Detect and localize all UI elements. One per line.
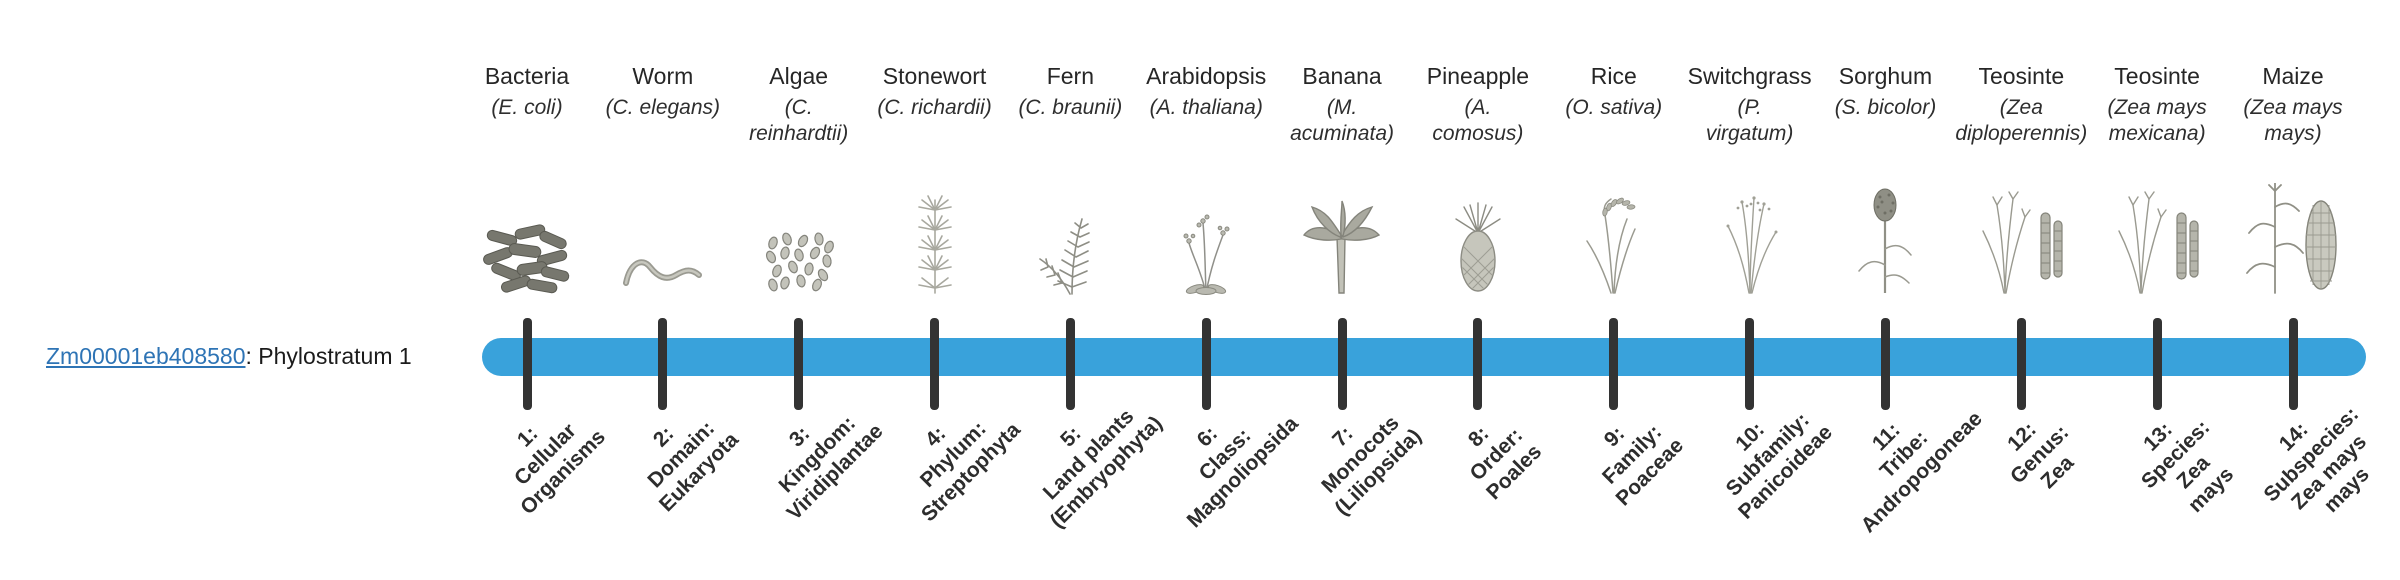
stratum-label-10: 10: Subfamily: Panicoideae [1722, 408, 1838, 524]
organism-scientific-name: (S. bicolor) [1834, 96, 1937, 119]
organism-scientific-name: (M. acuminata) [1290, 96, 1394, 145]
phylostratum-tick-10 [1745, 318, 1755, 410]
organism-name: Rice [1590, 63, 1637, 89]
organism-scientific-name: (Zea mays mays) [2243, 96, 2343, 145]
organism-column-switchgrass-10: Switchgrass (P. virgatum) [1681, 62, 1819, 295]
organism-name: Fern [1046, 63, 1095, 89]
pineapple-icon [1409, 163, 1547, 295]
organism-column-worm-2: Worm (C. elegans) [594, 62, 732, 295]
phylostratum-tick-5 [1065, 318, 1075, 410]
organism-scientific-name: (A. thaliana) [1149, 96, 1263, 119]
stratum-label-14: 14: Subspecies: Zea mays mays [2259, 402, 2374, 517]
organism-column-teosinte-12: Teosinte (Zea diploperennis) [1952, 62, 2090, 295]
organism-name: Teosinte [1978, 63, 2065, 89]
organism-scientific-name: (C. richardii) [877, 96, 992, 119]
organism-name: Pineapple [1426, 63, 1530, 89]
organism-column-algae-3: Algae (C. reinhardtii) [730, 62, 868, 295]
stratum-label-8: 8: Order: Poales [1464, 422, 1547, 505]
phylostratum-tick-2 [658, 318, 668, 410]
gene-id-link[interactable]: Zm00001eb408580 [46, 343, 246, 369]
organism-name: Bacteria [484, 63, 570, 89]
stratum-label-13: 13: Species: Zea mays [2136, 415, 2239, 518]
worm-icon [594, 163, 732, 295]
organism-name: Worm [632, 63, 694, 89]
algae-icon [730, 163, 868, 295]
stratum-label-2: 2: Domain: Eukaryota [643, 416, 744, 517]
organism-name: Switchgrass [1687, 63, 1812, 89]
phylostratum-tick-3 [794, 318, 804, 410]
phylostratum-tick-14 [2288, 318, 2298, 410]
organism-scientific-name: (C. braunii) [1018, 96, 1123, 119]
organism-column-fern-5: Fern (C. braunii) [1001, 62, 1139, 295]
phylostratum-tick-1 [522, 318, 532, 410]
stratum-label-12: 12: Genus: Zea [2003, 417, 2079, 494]
phylostratum-tick-6 [1201, 318, 1211, 410]
gene-stratum-text: : Phylostratum 1 [245, 343, 412, 369]
organism-column-pineapple-8: Pineapple (A. comosus) [1409, 62, 1547, 295]
organism-name: Maize [2262, 63, 2324, 89]
stratum-label-11: 11: Tribe: Andropogoneae [1856, 407, 1987, 538]
fern-icon [1001, 163, 1139, 295]
organism-column-teosinte-13: Teosinte (Zea mays mexicana) [2088, 62, 2226, 295]
phylostratum-tick-9 [1609, 318, 1619, 410]
organism-column-sorghum-11: Sorghum (S. bicolor) [1816, 62, 1954, 295]
organism-name: Sorghum [1838, 63, 1933, 89]
stratum-label-1: 1: Cellular Organisms [510, 419, 611, 520]
arabidopsis-icon [1137, 163, 1275, 295]
organism-column-maize-14: Maize (Zea mays mays) [2224, 62, 2362, 295]
organism-column-bacteria-1: Bacteria (E. coli) [458, 62, 596, 295]
organism-name: Stonewort [882, 63, 987, 89]
maize-icon [2224, 163, 2362, 295]
organism-column-stonewort-4: Stonewort (C. richardii) [866, 62, 1004, 295]
organism-scientific-name: (C. reinhardtii) [749, 96, 849, 145]
organism-scientific-name: (P. virgatum) [1705, 96, 1794, 145]
organism-column-rice-9: Rice (O. sativa) [1545, 62, 1683, 295]
organism-column-banana-7: Banana (M. acuminata) [1273, 62, 1411, 295]
gene-label: Zm00001eb408580: Phylostratum 1 [46, 343, 412, 370]
phylostratum-tick-11 [1880, 318, 1890, 410]
switchgrass-icon [1681, 163, 1819, 295]
stratum-label-4: 4: Phylum: Streptophyta [915, 417, 1025, 527]
phylostratum-tick-7 [1337, 318, 1347, 410]
organism-scientific-name: (Zea diploperennis) [1955, 96, 2088, 145]
sorghum-icon [1816, 163, 1954, 295]
phylostratum-bar [482, 338, 2366, 376]
stratum-label-7: 7: Monocots (Liliopsida) [1317, 411, 1426, 520]
organism-scientific-name: (C. elegans) [605, 96, 721, 119]
banana-icon [1273, 163, 1411, 295]
stonewort-icon [866, 163, 1004, 295]
rice-icon [1545, 163, 1683, 295]
organism-name: Algae [769, 63, 829, 89]
organism-column-arabidopsis-6: Arabidopsis (A. thaliana) [1137, 62, 1275, 295]
organism-name: Arabidopsis [1146, 63, 1267, 89]
phylostratum-tick-8 [1473, 318, 1483, 410]
stratum-label-5: 5: Land plants (Embryophyta) [1039, 404, 1168, 533]
organism-scientific-name: (O. sativa) [1565, 96, 1663, 119]
phylostratum-tick-13 [2152, 318, 2162, 410]
organism-scientific-name: (E. coli) [491, 96, 563, 119]
stratum-label-3: 3: Kingdom: Viridiplantae [774, 411, 888, 525]
stratum-label-6: 6: Class: Magnoliopsida [1182, 412, 1303, 533]
teosinte-icon [2088, 163, 2226, 295]
organism-scientific-name: (A. comosus) [1432, 96, 1524, 145]
bacteria-icon [458, 163, 596, 295]
phylostratum-tick-4 [930, 318, 940, 410]
organism-name: Teosinte [2114, 63, 2200, 89]
stratum-label-9: 9: Family: Poaceae [1598, 420, 1689, 511]
organism-name: Banana [1302, 63, 1382, 89]
phylostratum-tick-12 [2016, 318, 2026, 410]
organism-scientific-name: (Zea mays mexicana) [2107, 96, 2207, 145]
teosinte-icon [1952, 163, 2090, 295]
